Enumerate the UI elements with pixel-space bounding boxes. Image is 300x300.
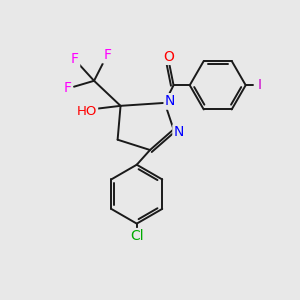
Text: N: N: [165, 94, 175, 108]
Text: I: I: [257, 78, 262, 92]
Text: O: O: [164, 50, 175, 64]
Text: Cl: Cl: [130, 229, 144, 243]
Text: F: F: [71, 52, 79, 66]
Text: N: N: [174, 125, 184, 139]
Text: HO: HO: [76, 105, 97, 118]
Text: F: F: [103, 48, 111, 62]
Text: F: F: [64, 81, 72, 95]
